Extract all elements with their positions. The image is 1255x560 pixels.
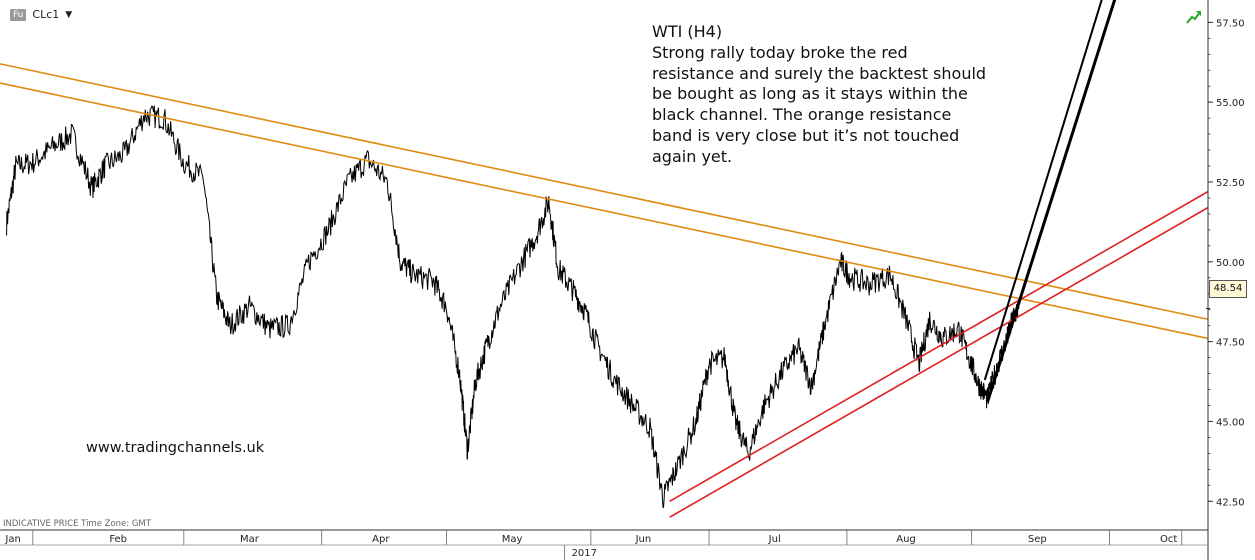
year-label: 2017 bbox=[572, 548, 597, 559]
y-tick-label: 50.00 bbox=[1216, 258, 1245, 269]
y-tick-label: 45.00 bbox=[1216, 417, 1245, 428]
chevron-down-icon[interactable]: ▼ bbox=[65, 9, 73, 20]
annotation-line: be bought as long as it stays within the bbox=[652, 84, 968, 104]
y-tick-label: 47.50 bbox=[1216, 338, 1245, 349]
symbol-label: CLc1 bbox=[32, 8, 60, 21]
symbol-selector[interactable]: Fu CLc1 ▼ bbox=[10, 8, 72, 21]
annotation-line: band is very close but it’s not touched bbox=[652, 125, 960, 145]
y-tick-label: 42.50 bbox=[1216, 497, 1245, 508]
annotation-line: Strong rally today broke the red bbox=[652, 42, 908, 62]
annotation-line: black channel. The orange resistance bbox=[652, 105, 952, 125]
annotation-line: again yet. bbox=[652, 146, 733, 166]
y-tick-label: 55.00 bbox=[1216, 98, 1245, 109]
red-support-upper-line bbox=[669, 190, 1208, 502]
last-price-tag: 48.54 bbox=[1209, 280, 1247, 298]
x-tick-label: May bbox=[502, 534, 523, 545]
annotation-line: resistance and surely the backtest shoul… bbox=[652, 63, 987, 83]
status-line: INDICATIVE PRICE Time Zone: GMT bbox=[3, 519, 151, 529]
orange-resistance-lower-line bbox=[0, 82, 1208, 340]
black-channel-right-line bbox=[985, 0, 1117, 403]
green-up-arrow-icon[interactable] bbox=[1186, 10, 1202, 24]
orange-resistance-upper-line bbox=[0, 63, 1208, 321]
x-tick-label: Apr bbox=[372, 534, 390, 545]
chart-annotation: WTI (H4) Strong rally today broke the re… bbox=[652, 22, 1012, 168]
x-tick-label: Feb bbox=[109, 534, 127, 545]
x-tick-label: Aug bbox=[896, 534, 916, 545]
y-tick-label: 52.50 bbox=[1216, 178, 1245, 189]
x-tick-label: Mar bbox=[240, 534, 260, 545]
futures-badge: Fu bbox=[10, 8, 27, 21]
x-tick-label: Jan bbox=[4, 534, 20, 545]
x-tick-label: Jul bbox=[768, 534, 781, 545]
x-tick-label: Jun bbox=[635, 534, 652, 545]
y-tick-label: 57.50 bbox=[1216, 18, 1245, 29]
x-tick-label: Sep bbox=[1028, 534, 1047, 545]
price-series-line bbox=[6, 105, 1020, 509]
x-tick-label: Oct bbox=[1160, 534, 1177, 545]
watermark-url: www.tradingchannels.uk bbox=[86, 440, 265, 456]
red-support-lower-line bbox=[669, 206, 1208, 518]
annotation-title: WTI (H4) bbox=[652, 22, 723, 41]
black-channel-left-line bbox=[983, 0, 1103, 381]
